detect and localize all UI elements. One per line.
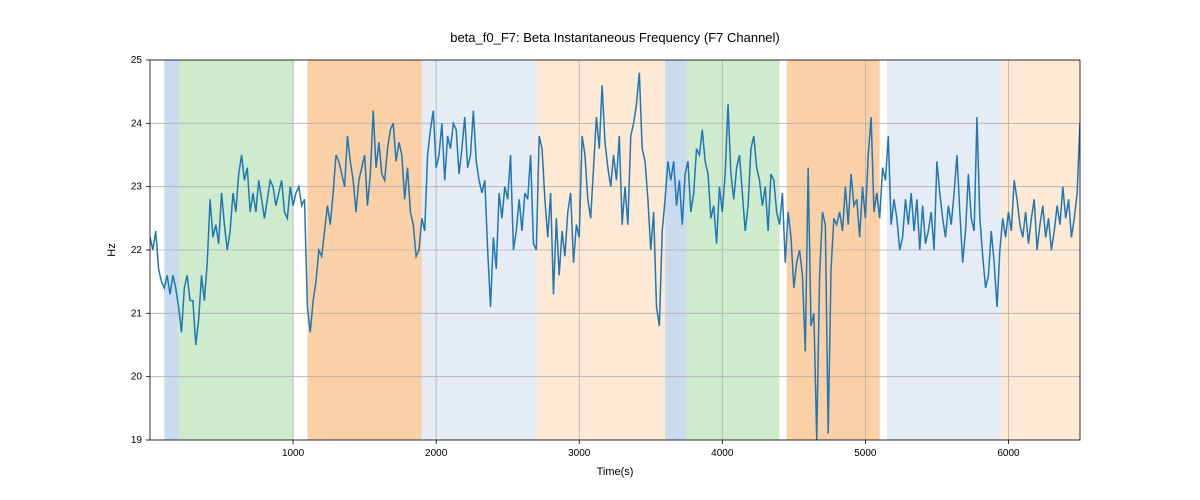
- x-tick-label: 4000: [711, 448, 734, 459]
- x-tick-label: 2000: [425, 448, 448, 459]
- y-tick-label: 19: [131, 435, 143, 446]
- y-tick-label: 24: [131, 118, 143, 129]
- x-tick-label: 5000: [854, 448, 877, 459]
- y-tick-label: 22: [131, 245, 143, 256]
- x-tick-label: 3000: [568, 448, 591, 459]
- y-tick-label: 21: [131, 308, 143, 319]
- chart-container: 1000 2000 3000 4000 5000 6000 19 20 21 22 23 24 25 be…: [0, 0, 1200, 500]
- y-tick-label: 23: [131, 182, 143, 193]
- x-tick-label: 1000: [282, 448, 305, 459]
- x-tick-label: 6000: [997, 448, 1020, 459]
- y-tick-label: 25: [131, 55, 143, 66]
- y-tick-label: 20: [131, 372, 143, 383]
- chart-title: beta_f0_F7: Beta Instantaneous Frequency…: [450, 30, 780, 45]
- line-chart: 1000 2000 3000 4000 5000 6000 19 20 21 22 23 24 25 be…: [0, 0, 1200, 500]
- y-axis-label: Hz: [106, 243, 118, 256]
- x-axis-label: Time(s): [597, 466, 634, 478]
